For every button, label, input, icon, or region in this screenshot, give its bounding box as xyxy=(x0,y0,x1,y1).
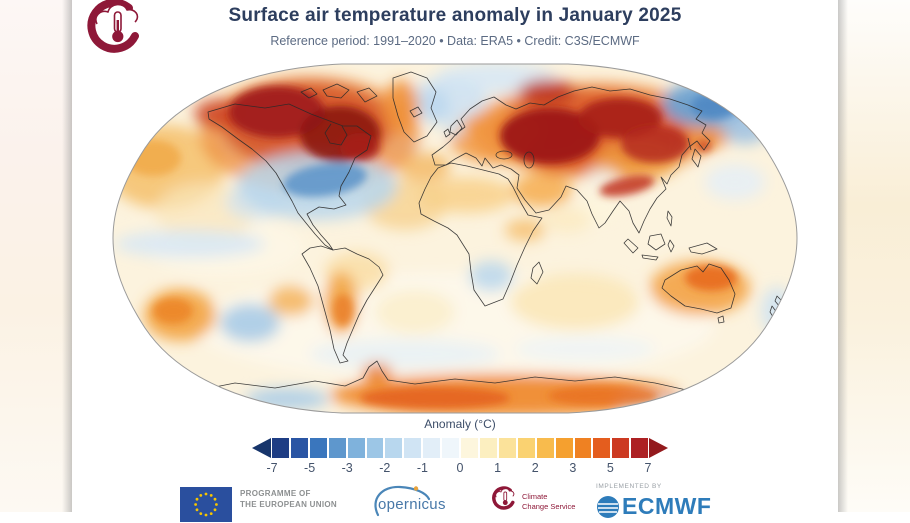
footer-logos: PROGRAMME OF THE EUROPEAN UNION opernicu… xyxy=(72,483,838,523)
colorbar-segment xyxy=(366,438,384,458)
colorbar-label: Anomaly (°C) xyxy=(424,417,496,431)
colorbar-segment xyxy=(385,438,403,458)
blurred-left-margin xyxy=(0,0,72,512)
colorbar-tick-label: 1 xyxy=(494,461,502,475)
ecmwf-globe-icon xyxy=(597,495,619,518)
copernicus-wordmark: opernicus xyxy=(378,496,446,513)
colorbar-segment xyxy=(479,438,497,458)
colorbar-right-arrow xyxy=(649,438,668,458)
colorbar-ticks: -7 -5 -3 -2 -1 0 1 2 3 5 7 xyxy=(266,461,651,477)
anomaly-blobs-cores xyxy=(125,86,739,409)
colorbar-left-arrow xyxy=(252,438,271,458)
ecmwf-wordmark: ECMWF xyxy=(622,493,712,519)
colorbar-segment xyxy=(272,438,289,458)
blurred-right-margin xyxy=(838,0,910,512)
copernicus-swoosh-icon xyxy=(374,485,431,517)
colorbar-segment xyxy=(593,438,611,458)
colorbar-segment xyxy=(404,438,422,458)
colorbar-segment xyxy=(555,438,573,458)
colorbar-tick-label: -7 xyxy=(266,461,278,475)
continent-outlines xyxy=(174,71,784,413)
colorbar-segment xyxy=(517,438,535,458)
colorbar-segment xyxy=(442,438,460,458)
colorbar-segment xyxy=(574,438,592,458)
colorbar-segment xyxy=(498,438,516,458)
page-title: Surface air temperature anomaly in Janua… xyxy=(228,5,682,26)
infographic-panel: Surface air temperature anomaly in Janua… xyxy=(72,0,838,522)
colorbar-tick-label: -3 xyxy=(341,461,353,475)
c3s-logo-icon xyxy=(87,0,139,53)
colorbar-tick-label: 0 xyxy=(456,461,464,475)
colorbar-segment xyxy=(309,438,327,458)
eu-flag-icon xyxy=(180,487,232,522)
colorbar-segment xyxy=(612,438,630,458)
c3s-mini-icon xyxy=(492,486,515,510)
colorbar-segment xyxy=(536,438,554,458)
eu-programme-text: PROGRAMME OF THE EUROPEAN UNION xyxy=(240,489,337,509)
world-map xyxy=(112,63,798,414)
colorbar-tick-label: -1 xyxy=(416,461,428,475)
colorbar: Anomaly (°C) -7 -5 -3 -2 -1 0 1 2 3 5 7 xyxy=(252,417,668,477)
colorbar-tick-label: 3 xyxy=(569,461,577,475)
colorbar-segment xyxy=(631,438,649,458)
colorbar-tick-label: -2 xyxy=(379,461,391,475)
header: Surface air temperature anomaly in Janua… xyxy=(72,5,838,48)
colorbar-segment xyxy=(328,438,346,458)
climate-change-service-logo: Climate Change Service xyxy=(491,485,575,512)
implemented-by-label: IMPLEMENTED BY xyxy=(596,483,662,490)
colorbar-tick-label: 7 xyxy=(644,461,652,475)
colorbar-segment xyxy=(461,438,478,458)
map-outline xyxy=(112,63,798,414)
colorbar-segment xyxy=(290,438,308,458)
page-subtitle: Reference period: 1991–2020 • Data: ERA5… xyxy=(270,34,640,48)
colorbar-segment xyxy=(423,438,441,458)
colorbar-segments xyxy=(272,438,649,458)
ecmwf-logo: IMPLEMENTED BY ECMWF xyxy=(596,483,711,520)
colorbar-segment xyxy=(347,438,365,458)
copernicus-logo: opernicus xyxy=(368,483,478,523)
colorbar-tick-label: 2 xyxy=(531,461,539,475)
colorbar-tick-label: -5 xyxy=(304,461,316,475)
colorbar-tick-label: 5 xyxy=(606,461,614,475)
climate-change-service-text: Climate Change Service xyxy=(522,492,576,511)
